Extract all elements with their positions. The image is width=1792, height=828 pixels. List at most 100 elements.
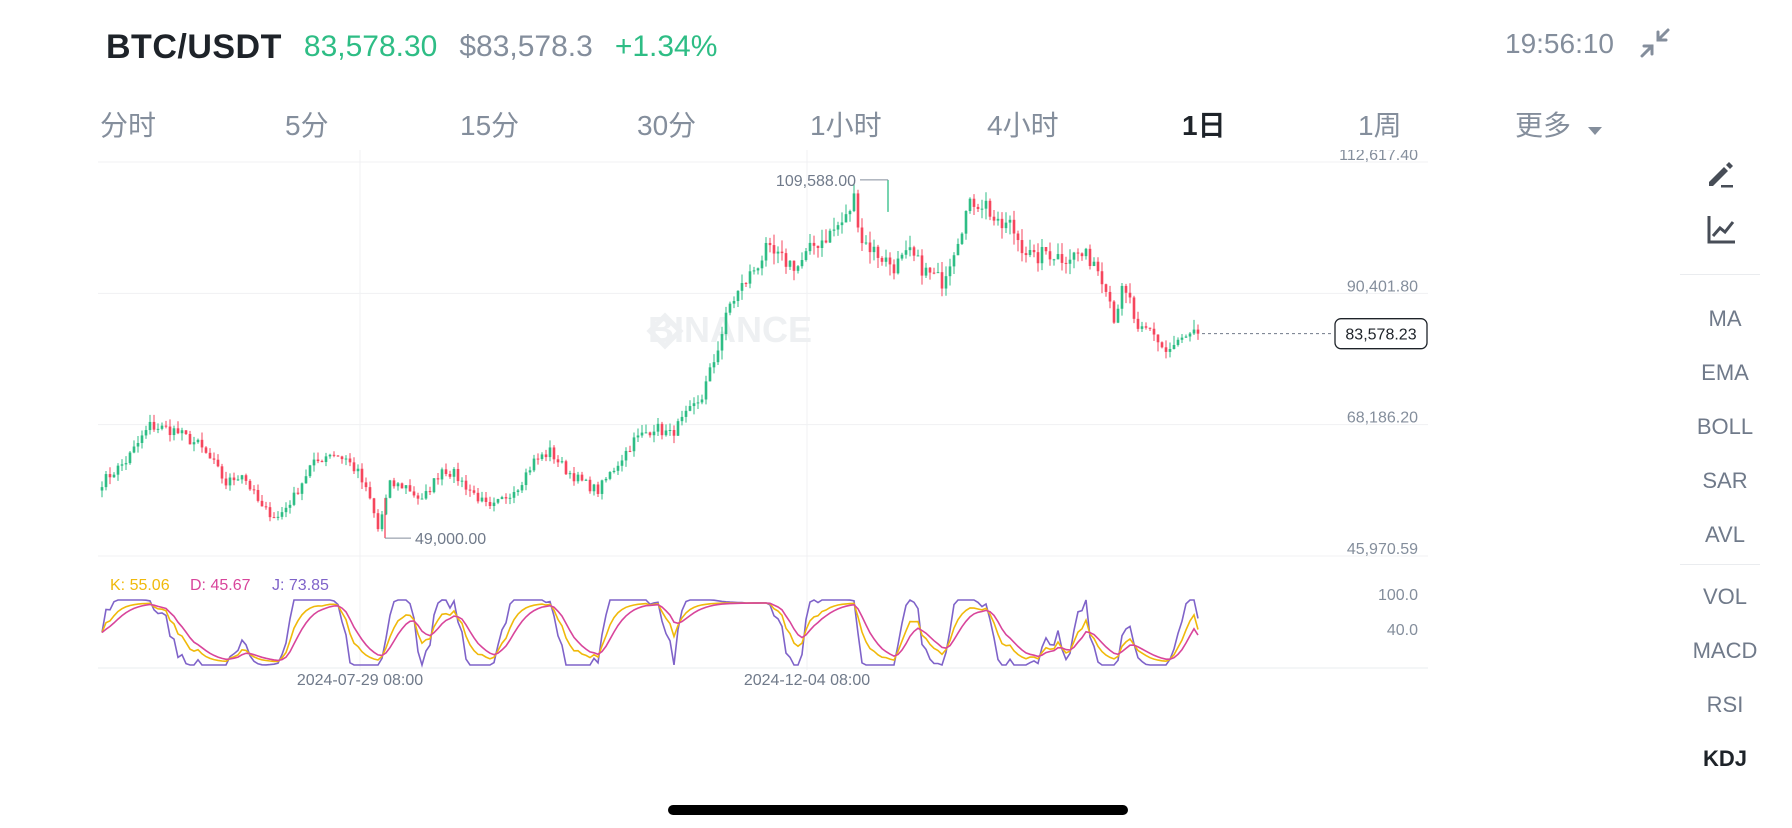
trading-pair[interactable]: BTC/USDT: [106, 27, 282, 66]
indicator-ema[interactable]: EMA: [1701, 360, 1749, 385]
candle-body: [512, 492, 516, 498]
candle-body: [1136, 318, 1140, 329]
candle-body: [704, 381, 708, 400]
candle-body: [1104, 284, 1108, 292]
indicator-boll[interactable]: BOLL: [1696, 414, 1754, 439]
price-chart[interactable]: BINANCE112,617.4090,401.8068,186.2045,97…: [90, 150, 1650, 800]
candle-body: [280, 512, 284, 517]
candle-body: [592, 484, 596, 492]
current-price-tag: [1334, 318, 1428, 350]
candle-body: [620, 460, 624, 466]
pencil-draw-icon[interactable]: [1703, 156, 1739, 192]
indicator-vol[interactable]: VOL: [1702, 584, 1748, 609]
tab-more-label: 更多: [1515, 110, 1572, 141]
indicator-ma[interactable]: MA: [1708, 306, 1742, 331]
candle-body: [160, 425, 164, 429]
tab-more[interactable]: 更多: [1515, 104, 1603, 144]
indicator-macd[interactable]: MACD: [1692, 638, 1758, 663]
indicator-avl[interactable]: AVL: [1705, 522, 1745, 547]
candle-body: [908, 247, 912, 251]
candle-body: [532, 458, 536, 471]
candle-body: [332, 454, 336, 456]
tab-fenshi[interactable]: 分时: [100, 110, 157, 141]
candle-body: [544, 454, 548, 458]
candle-body: [156, 428, 160, 430]
candle-body: [276, 516, 280, 518]
candle-body: [884, 257, 888, 262]
candle-body: [972, 198, 976, 207]
candle-body: [1032, 250, 1036, 253]
low-marker-label: 49,000.00: [415, 531, 486, 548]
candle-body: [984, 200, 988, 209]
candle-body: [116, 465, 120, 475]
candle-body: [608, 472, 612, 479]
candle-body: [208, 452, 212, 459]
candle-body: [400, 483, 404, 489]
candle-body: [1096, 261, 1100, 272]
candle-body: [1140, 326, 1144, 329]
candle-body: [1144, 326, 1148, 328]
candle-body: [1116, 308, 1120, 323]
tab-1w[interactable]: 1周: [1358, 110, 1402, 141]
candle-body: [220, 466, 224, 479]
ticker-header: BTC/USDT 83,578.30 $83,578.3 +1.34%: [106, 22, 717, 72]
candle-body: [464, 480, 468, 490]
candle-body: [1100, 271, 1104, 285]
chart-indicator-icon[interactable]: [1703, 212, 1739, 248]
candles: [100, 183, 1200, 532]
candle-body: [268, 507, 272, 518]
candle-body: [516, 490, 520, 493]
tab-1d[interactable]: 1日: [1182, 110, 1226, 141]
indicator-divider: [1680, 564, 1760, 565]
candle-body: [636, 435, 640, 438]
candle-body: [500, 497, 504, 500]
indicator-kdj[interactable]: KDJ: [1702, 746, 1747, 771]
candle-body: [852, 193, 856, 212]
candle-body: [256, 489, 260, 501]
indicator-sar[interactable]: SAR: [1702, 468, 1748, 493]
candle-body: [1092, 261, 1096, 267]
candle-body: [124, 463, 128, 465]
candle-body: [136, 443, 140, 447]
candle-body: [240, 475, 244, 480]
candle-body: [460, 480, 464, 482]
candle-body: [528, 470, 532, 473]
kdj-axis-40: 40.0: [1387, 622, 1418, 639]
candle-body: [284, 507, 288, 513]
candle-body: [232, 477, 236, 481]
candle-body: [968, 198, 972, 212]
candle-body: [684, 410, 688, 417]
candle-body: [384, 497, 388, 515]
tab-4h[interactable]: 4小时: [987, 110, 1059, 141]
tab-30m[interactable]: 30分: [637, 110, 697, 141]
tab-1h[interactable]: 1小时: [810, 110, 882, 141]
candle-body: [336, 455, 340, 457]
candle-body: [760, 260, 764, 269]
candle-body: [1008, 219, 1012, 223]
candle-body: [856, 193, 860, 228]
candle-body: [264, 506, 268, 508]
candle-body: [708, 367, 712, 382]
candle-body: [324, 456, 328, 462]
candle-body: [412, 491, 416, 496]
candle-body: [600, 480, 604, 494]
candle-body: [228, 477, 232, 486]
timeframe-tabs: 分时 5分 15分 30分 1小时 4小时 1日 1周 更多: [100, 104, 1610, 144]
candle-body: [392, 480, 396, 487]
candle-body: [688, 406, 692, 411]
candle-body: [132, 446, 136, 453]
candle-body: [388, 480, 392, 498]
candle-body: [812, 242, 816, 246]
collapse-arrows-icon[interactable]: [1636, 24, 1676, 64]
candle-body: [428, 491, 432, 493]
tab-5m[interactable]: 5分: [285, 110, 329, 141]
candle-body: [612, 470, 616, 473]
candle-body: [244, 475, 248, 481]
candle-body: [784, 253, 788, 267]
candle-body: [824, 240, 828, 243]
candle-body: [300, 483, 304, 494]
indicator-rsi[interactable]: RSI: [1706, 692, 1744, 717]
candle-body: [672, 429, 676, 436]
candle-body: [896, 258, 900, 274]
tab-15m[interactable]: 15分: [460, 110, 520, 141]
